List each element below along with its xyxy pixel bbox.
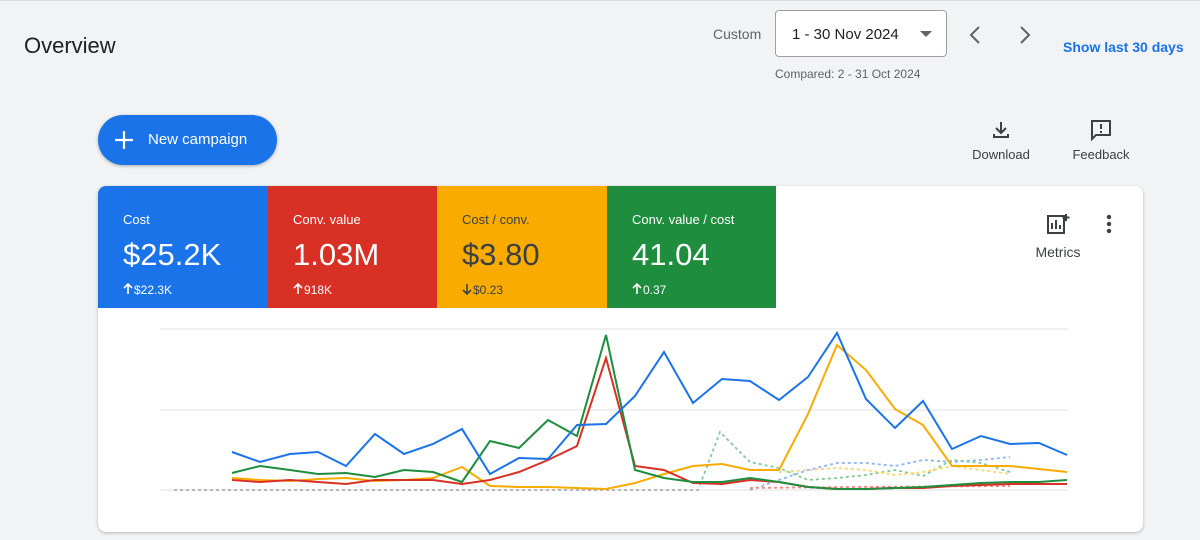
- date-dropdown[interactable]: 1 - 30 Nov 2024: [775, 10, 947, 57]
- range-label: Custom: [713, 26, 762, 42]
- comparison-line: [699, 430, 1011, 486]
- up-arrow: [293, 283, 303, 294]
- scorecard-value: $25.2K: [123, 237, 222, 272]
- feedback-icon[interactable]: [1090, 119, 1112, 141]
- comparison-line: [778, 465, 1011, 476]
- metrics-label[interactable]: Metrics: [1035, 244, 1081, 260]
- next-arrow[interactable]: [1015, 24, 1035, 46]
- overview-card: Cost $25.2K $22.3K Conv. value 1.03M 918…: [98, 186, 1143, 532]
- scorecard-delta: 918K: [304, 283, 333, 297]
- scorecard-delta: $0.23: [473, 283, 504, 297]
- scorecard-delta: $22.3K: [134, 283, 173, 297]
- prev-arrow[interactable]: [965, 24, 985, 46]
- scorecard-label: Conv. value / cost: [632, 212, 735, 227]
- top-border: [0, 0, 1200, 1]
- scorecard-label: Cost / conv.: [462, 212, 530, 227]
- scorecard-delta: 0.37: [643, 283, 667, 297]
- scorecard-value: 1.03M: [293, 237, 380, 272]
- scorecard[interactable]: Cost $25.2K $22.3K: [98, 186, 268, 308]
- trend-chart: [160, 328, 1068, 491]
- feedback-label[interactable]: Feedback: [1072, 147, 1130, 162]
- scorecard-label: Cost: [123, 212, 150, 227]
- scorecard[interactable]: Conv. value / cost 41.04 0.37: [607, 186, 776, 308]
- scorecard-value: 41.04: [632, 237, 710, 272]
- metrics-icon[interactable]: [1047, 213, 1071, 235]
- trend-line: [231, 334, 1068, 490]
- up-arrow: [123, 283, 133, 294]
- download-label[interactable]: Download: [972, 147, 1030, 162]
- new-campaign-button[interactable]: New campaign: [98, 115, 277, 165]
- up-arrow: [632, 283, 642, 294]
- more-menu[interactable]: [1103, 214, 1115, 236]
- show-last-link[interactable]: Show last 30 days: [1063, 39, 1184, 55]
- down-arrow: [462, 284, 472, 295]
- plus-icon: [115, 131, 133, 149]
- scorecard-value: $3.80: [462, 237, 540, 272]
- download-icon[interactable]: [990, 119, 1012, 141]
- trend-line: [231, 330, 1068, 476]
- page-title: Overview: [24, 33, 116, 58]
- dropdown-caret: [920, 31, 932, 37]
- button-label: New campaign: [148, 131, 248, 148]
- scorecard-label: Conv. value: [293, 212, 361, 227]
- date-value: 1 - 30 Nov 2024: [792, 26, 899, 43]
- gridlines: [160, 328, 1068, 491]
- compared-text: Compared: 2 - 31 Oct 2024: [775, 67, 921, 81]
- scorecard[interactable]: Cost / conv. $3.80 $0.23: [437, 186, 607, 308]
- scorecard[interactable]: Conv. value 1.03M 918K: [268, 186, 438, 308]
- trend-line: [231, 354, 1067, 490]
